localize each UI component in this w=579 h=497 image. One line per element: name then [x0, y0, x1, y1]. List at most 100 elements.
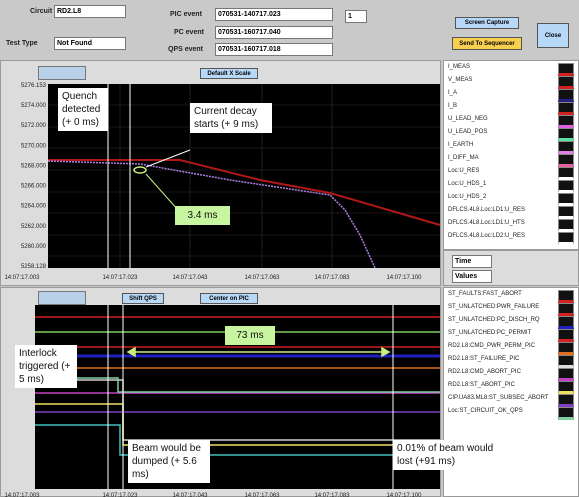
legend-swatch [558, 206, 574, 219]
test-type-field[interactable]: Not Found [54, 37, 126, 50]
legend-entry[interactable]: RD2.L8:CMD_ABORT_PIC [444, 366, 578, 381]
time-field[interactable]: Time [452, 255, 492, 268]
legend-swatch [558, 381, 574, 394]
shift-qps-button[interactable]: Shift QPS [122, 293, 164, 304]
toolbar[interactable] [38, 66, 86, 80]
legend-entry[interactable]: U_LEAD_NEG [444, 113, 578, 128]
annotation: 0.01% of beam would lost (+91 ms) [393, 440, 501, 470]
curve [47, 160, 376, 269]
legend-entry[interactable]: I_A [444, 87, 578, 102]
legend-entry[interactable]: Loc:U_RES [444, 165, 578, 180]
default-x-scale-button[interactable]: Default X Scale [200, 68, 258, 79]
legend-entry[interactable]: Loc:U_HDS_2 [444, 191, 578, 206]
center-pic-button[interactable]: Center on PIC [200, 293, 258, 304]
legend-entry[interactable]: DFLCS.4L8.Loc:LD1:U_RES [444, 204, 578, 219]
legend-swatch [558, 76, 574, 89]
y-tick-label: 5260.000 [21, 244, 47, 250]
y-tick-label: 5272.000 [21, 123, 47, 129]
legend-swatch [558, 141, 574, 154]
pointer [145, 149, 191, 168]
x-tick-label: 14:07:17.043 [172, 493, 208, 497]
annotation: 3.4 ms [175, 206, 230, 225]
legend-swatch [558, 368, 574, 381]
x-tick-label: 14:07:17.100 [386, 275, 422, 281]
send-button[interactable]: Send To Sequencer [452, 37, 522, 50]
legend-swatch [558, 219, 574, 232]
legend-entry[interactable]: DFLCS.4L8.Loc:LD2:U_RES [444, 230, 578, 245]
legend-entry[interactable]: Loc:ST_CIRCUIT_OK_QPS [444, 405, 578, 420]
annotation: Beam would be dumped (+ 5.6 ms) [128, 440, 210, 483]
legend-swatch [558, 63, 574, 76]
plots: 5276.153 5274.000 5272.000 5270.000 5268.000… [4, 83, 441, 497]
x-tick-label: 14:07:17.003 [4, 493, 40, 497]
x-tick-label: 14:07:17.063 [244, 493, 280, 497]
controls: Time Values [443, 250, 579, 286]
annotation: Current decay starts (+ 9 ms) [190, 103, 272, 133]
legend-entry[interactable]: V_MEAS [444, 74, 578, 89]
pc-event-label: PC event [174, 29, 204, 36]
legend-swatch [558, 115, 574, 128]
legend-entry[interactable]: I_B [444, 100, 578, 115]
close-button[interactable]: Close [537, 23, 569, 48]
legend-swatch [558, 232, 574, 245]
y-tick-label: 5264.000 [21, 204, 47, 210]
y-tick-label: 5276.153 [21, 83, 47, 89]
qps-event-field[interactable]: 070531-160717.018 [215, 43, 333, 56]
span-arrow [126, 346, 391, 358]
legend-entry[interactable]: ST_UNLATCHED:PWR_FAILURE [444, 301, 578, 316]
circuit-field[interactable]: RD2.L8 [54, 5, 126, 18]
annotation: 73 ms [225, 326, 275, 345]
legend-entry[interactable]: I_DIFF_MA [444, 152, 578, 167]
legend-entry[interactable]: I_EARTH [444, 139, 578, 154]
pic-event-field[interactable]: 070531-140717.023 [215, 8, 333, 21]
spinner[interactable]: 1 [345, 10, 367, 23]
y-tick-label: 5262.000 [21, 224, 47, 230]
legend-swatch [558, 193, 574, 206]
test-type-label: Test Type [6, 40, 38, 47]
y-tick-label: 5274.000 [21, 103, 47, 109]
legend-swatch [558, 89, 574, 102]
legend-swatch [558, 394, 574, 407]
x-tick-label: 14:07:17.063 [244, 275, 280, 281]
toolbar[interactable] [38, 291, 86, 305]
y-tick-label: 5266.000 [21, 184, 47, 190]
legend-entry[interactable]: ST_UNLATCHED:PC_DISCH_RQ [444, 314, 578, 329]
legend-entry[interactable]: ST_FAULTS:FAST_ABORT [444, 288, 578, 303]
legend-swatch [558, 407, 574, 420]
y-tick-label: 5258.128 [21, 264, 47, 270]
legend-swatch [558, 342, 574, 355]
top-legend: I_MEAS V_MEAS I_A I_B U_LEAD_NEG U_LEAD_POS I_… [443, 60, 579, 250]
legend-entry[interactable]: DFLCS.4L8.Loc:LD1:U_HTS [444, 217, 578, 232]
screen-capture-button[interactable]: Screen Capture [455, 17, 519, 29]
y-tick-label: 5268.000 [21, 163, 47, 169]
qps-event-label: QPS event [168, 46, 204, 53]
legend-entry[interactable]: Loc:U_HDS_1 [444, 178, 578, 193]
x-tick-label: 14:07:17.043 [172, 275, 208, 281]
legend-entry[interactable]: CIP.UA83.ML8:ST_SUBSEC_ABORT [444, 392, 578, 407]
annotation: Quench detected (+ 0 ms) [58, 88, 108, 131]
legend-swatch [558, 329, 574, 342]
marker [133, 166, 147, 174]
legend-entry[interactable]: RD2.L8:ST_ABORT_PIC [444, 379, 578, 394]
legend-swatch [558, 303, 574, 316]
legend-entry[interactable]: I_MEAS [444, 61, 578, 76]
legend-swatch [558, 102, 574, 115]
pic-event-label: PIC event [170, 11, 202, 18]
values-field[interactable]: Values [452, 270, 492, 283]
legend-entry[interactable]: RD2.L8:CMD_PWR_PERM_PIC [444, 340, 578, 355]
pc-event-field[interactable]: 070531-160717.040 [215, 26, 333, 39]
y-tick-label: 5270.000 [21, 143, 47, 149]
legend-entry[interactable]: U_LEAD_POS [444, 126, 578, 141]
x-tick-label: 14:07:17.083 [314, 493, 350, 497]
legend-entry[interactable]: RD2.L8:ST_FAILURE_PIC [444, 353, 578, 368]
legend-swatch [558, 128, 574, 141]
legend-entry[interactable]: ST_UNLATCHED:PC_PERMIT [444, 327, 578, 342]
legend-swatch [558, 167, 574, 180]
legend-swatch [558, 290, 574, 303]
x-tick-label: 14:07:17.023 [102, 493, 138, 497]
legend-swatch [558, 355, 574, 368]
legend-swatch [558, 180, 574, 193]
curve [48, 159, 441, 226]
pointer [145, 173, 179, 211]
